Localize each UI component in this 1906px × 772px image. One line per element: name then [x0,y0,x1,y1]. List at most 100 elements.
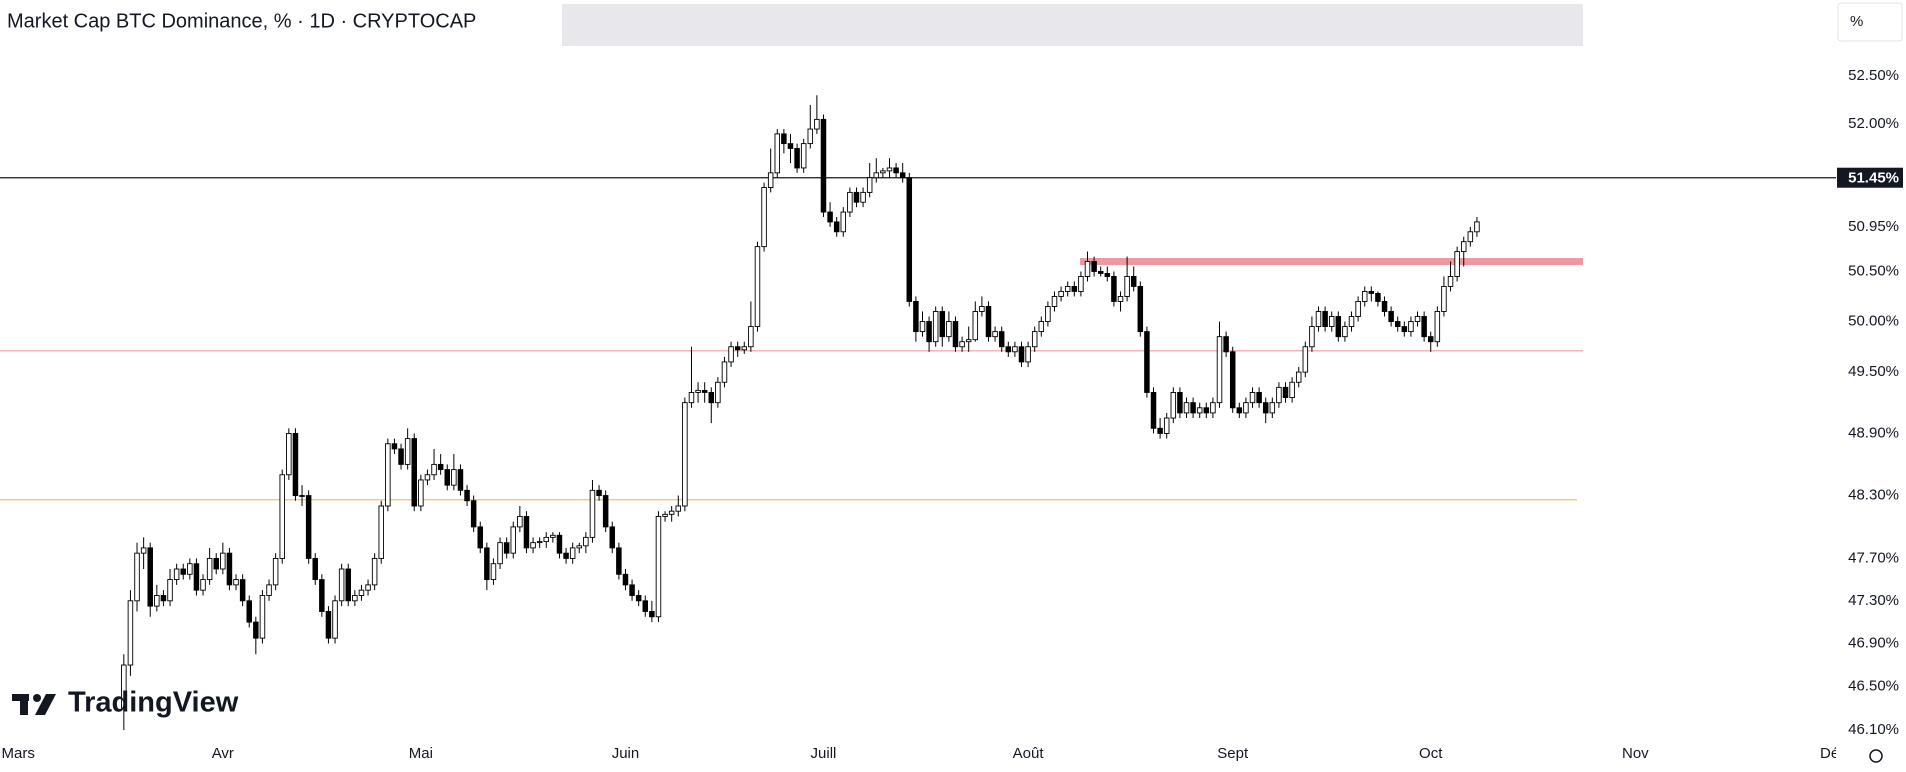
y-tick-label: 50.50% [1848,262,1899,279]
candle-body [365,584,371,591]
candle-body [338,568,345,602]
candle-body [1012,346,1018,353]
candle-body [959,341,965,348]
candle-body [1163,417,1170,434]
y-tick-label: 52.50% [1848,67,1899,84]
candle-body [596,489,602,497]
candle-body [589,489,596,538]
candle-body [299,495,305,498]
candle-body [536,541,543,544]
candle-body [1454,251,1460,277]
candle-body [292,432,299,497]
candle-body [814,118,820,130]
candle-body [418,479,424,507]
candle-body [1249,392,1256,404]
candle-body [609,526,616,549]
candle-body [490,563,497,581]
candle-body [952,321,959,348]
candle-body [1051,295,1058,307]
header-bar [562,4,1583,46]
candle-body [1018,346,1025,363]
candle-body [1097,271,1104,274]
candle-body [721,361,728,383]
price-tag [1837,167,1903,188]
candle-body [734,346,741,351]
settings-icon[interactable] [1869,749,1883,763]
candle-body [629,584,635,596]
x-axis: Mars Avr Mai Juin Juill Août Sept Oct Nov Déc [2,745,1848,762]
candle-body [761,187,767,248]
candle-body [1289,381,1295,399]
candle-body [1315,311,1322,328]
candle-body [1447,276,1454,287]
candle-body [1309,326,1315,348]
candle-body [893,167,899,174]
candle-body [583,536,589,547]
candle-body [457,469,464,491]
candle-body [1210,402,1216,414]
candle-body [853,191,860,203]
candle-body [622,573,629,586]
candle-body [668,510,675,515]
candle-body [1441,285,1447,312]
candle-body [1322,311,1328,328]
candle-body [1381,300,1388,312]
candle-body [385,443,391,507]
y-tick-label: 50.95% [1848,218,1899,235]
candle-body [728,346,734,363]
candle-body [1421,316,1427,338]
candle-body [424,474,431,481]
candle-body [1058,290,1064,297]
candle-body [1262,402,1269,414]
candle-body [279,474,285,559]
candle-body [1335,316,1342,338]
candle-body [1190,402,1196,414]
candle-body [213,557,219,570]
candle-body [1328,316,1335,328]
scale-label[interactable]: % [1850,13,1863,30]
candle-body [1170,392,1177,419]
candle-body [147,547,153,607]
candle-body [1045,306,1051,322]
candle-body [1223,336,1229,353]
plot-area [0,95,1836,731]
scale-button[interactable] [1837,2,1903,42]
candle-body [820,118,827,213]
x-tick-label: Mars [2,745,35,762]
candle-body [1157,427,1163,434]
candle-body [1256,392,1262,404]
candle-body [523,515,530,549]
candle-body [1243,402,1249,414]
candle-body [1104,273,1111,277]
candle-body [569,547,576,559]
candle-body [497,542,503,565]
candle-body [180,568,186,575]
candle-body [510,526,517,554]
candle-body [1203,407,1210,414]
candle-body [701,389,708,393]
candle-body [259,595,266,639]
candle-body [1295,371,1302,383]
x-tick-label: Juill [811,745,837,762]
candle-body [543,536,550,543]
candle-body [807,128,814,145]
candle-body [1474,221,1480,233]
candle-body [127,600,134,666]
candle-body [1302,346,1309,373]
candle-body [325,610,332,639]
x-tick-label: Mai [409,745,433,762]
candle-body [754,246,761,328]
candle-body [781,133,787,145]
candle-body [635,595,642,602]
y-tick-label: 50.00% [1848,312,1899,329]
candle-body [1216,336,1223,404]
x-tick-label: Sept [1217,745,1249,762]
legend-box [0,4,562,46]
y-tick-label: 49.50% [1848,363,1899,380]
candle-body [939,311,946,338]
y-tick-label: 46.90% [1848,634,1899,651]
candle-body [1394,321,1401,328]
candle-body [253,621,259,639]
candle-body [873,172,880,179]
